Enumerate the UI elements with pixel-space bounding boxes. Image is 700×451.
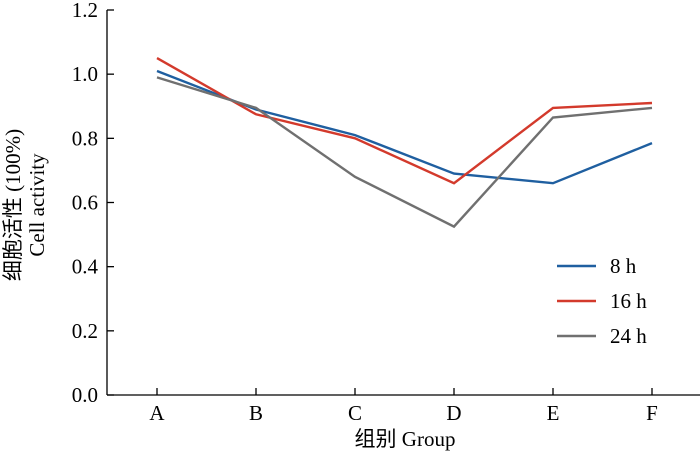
series-line-24h xyxy=(156,76,653,229)
legend-label: 8 h xyxy=(610,254,637,278)
series-line-16h xyxy=(156,57,653,185)
series-layer xyxy=(156,57,653,229)
x-tick-label: C xyxy=(348,401,362,425)
y-axis-title-line2: Cell activity xyxy=(25,153,49,257)
y-tick-label: 1.2 xyxy=(72,0,98,22)
x-axis-title: 组别 Group xyxy=(355,427,456,451)
x-tick-label: B xyxy=(249,401,263,425)
y-axis-ticks: 0.0 0.2 0.4 0.6 0.8 1.0 1.2 xyxy=(72,0,114,407)
x-tick-label: E xyxy=(547,401,560,425)
x-tick-label: A xyxy=(149,401,165,425)
y-tick-label: 0.2 xyxy=(72,319,98,343)
legend-label: 16 h xyxy=(610,289,647,313)
y-tick-label: 0.6 xyxy=(72,191,98,215)
y-tick-label: 0.8 xyxy=(72,126,98,150)
y-tick-label: 0.0 xyxy=(72,383,98,407)
y-axis-title-line1: 细胞活性 (100%) xyxy=(1,129,25,281)
x-tick-label: F xyxy=(646,401,658,425)
y-tick-label: 0.4 xyxy=(72,255,99,279)
legend-label: 24 h xyxy=(610,324,647,348)
series-line-8h xyxy=(156,69,653,185)
legend: 8 h 16 h 24 h xyxy=(557,254,647,348)
x-tick-label: D xyxy=(446,401,461,425)
y-tick-label: 1.0 xyxy=(72,62,98,86)
x-axis-ticks: A B C D E F xyxy=(149,388,658,425)
